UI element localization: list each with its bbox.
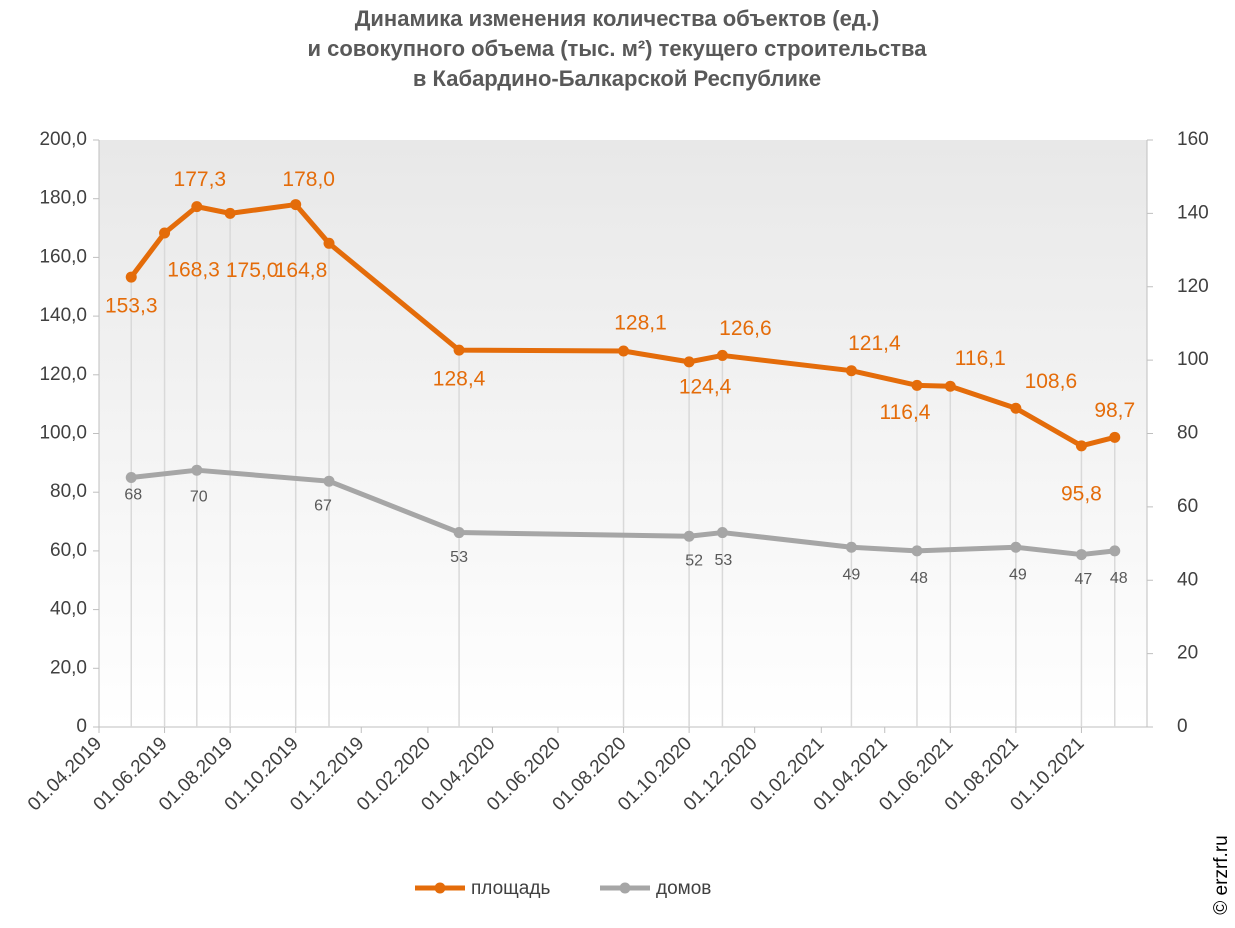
y2-tick-label: 80 xyxy=(1177,423,1198,444)
data-label: 164,8 xyxy=(275,259,328,282)
point xyxy=(453,344,465,356)
data-label: 124,4 xyxy=(679,375,732,398)
data-label: 47 xyxy=(1075,571,1093,588)
point xyxy=(125,472,137,484)
point xyxy=(290,199,302,211)
point xyxy=(191,201,203,213)
point xyxy=(453,527,465,539)
point xyxy=(1010,541,1022,553)
data-label: 48 xyxy=(1110,570,1128,587)
point xyxy=(716,527,728,539)
data-label: 153,3 xyxy=(105,295,158,318)
y2-tick-label: 120 xyxy=(1177,276,1209,297)
y-tick-label: 180,0 xyxy=(39,188,87,209)
y2-tick-label: 20 xyxy=(1177,643,1198,664)
data-label: 53 xyxy=(450,549,468,566)
data-label: 178,0 xyxy=(282,168,335,191)
y2-tick-label: 60 xyxy=(1177,496,1198,517)
data-label: 49 xyxy=(1009,566,1027,583)
point xyxy=(716,349,728,361)
data-label: 116,1 xyxy=(955,347,1006,370)
y2-tick-label: 140 xyxy=(1177,202,1209,223)
data-label: 68 xyxy=(124,487,142,504)
source: © erzrf.ru xyxy=(1211,835,1232,914)
legend-marker xyxy=(619,882,631,894)
point xyxy=(1075,549,1087,561)
data-label: 49 xyxy=(843,566,861,583)
y2-tick-label: 100 xyxy=(1177,349,1209,370)
y2-tick-label: 40 xyxy=(1177,569,1198,590)
point xyxy=(1109,545,1121,557)
data-label: 177,3 xyxy=(174,168,227,191)
data-label: 70 xyxy=(190,488,208,505)
data-label: 67 xyxy=(314,497,332,514)
point xyxy=(323,475,335,487)
point xyxy=(159,227,171,239)
chart-title: и совокупного объема (тыс. м²) текущего … xyxy=(308,36,928,61)
data-label: 121,4 xyxy=(848,332,901,355)
data-label: 128,1 xyxy=(614,312,667,335)
point xyxy=(1075,440,1087,452)
data-label: 116,4 xyxy=(879,401,930,424)
point xyxy=(224,207,236,219)
data-label: 175,0 xyxy=(226,259,279,282)
point xyxy=(944,380,956,392)
point xyxy=(911,379,923,391)
y-tick-label: 40,0 xyxy=(50,599,87,620)
legend-label: домов xyxy=(656,878,711,899)
point xyxy=(845,541,857,553)
data-label: 95,8 xyxy=(1061,482,1102,505)
y-tick-label: 140,0 xyxy=(39,305,87,326)
data-label: 108,6 xyxy=(1025,370,1078,393)
point xyxy=(125,271,137,283)
point xyxy=(1010,402,1022,414)
data-label: 48 xyxy=(910,570,928,587)
chart-title: в Кабардино-Балкарской Республике xyxy=(413,66,821,91)
y-tick-label: 200,0 xyxy=(39,129,87,150)
point xyxy=(911,545,923,557)
y-tick-label: 120,0 xyxy=(39,364,87,385)
point xyxy=(1109,431,1121,443)
y-tick-label: 80,0 xyxy=(50,481,87,502)
point xyxy=(845,365,857,377)
point xyxy=(683,530,695,542)
point xyxy=(323,237,335,249)
y2-tick-label: 0 xyxy=(1177,716,1188,737)
point xyxy=(683,356,695,368)
point xyxy=(191,464,203,476)
series-line xyxy=(129,202,1116,449)
data-label: 53 xyxy=(715,552,733,569)
data-label: 168,3 xyxy=(167,259,220,282)
y-tick-label: 0 xyxy=(76,716,87,737)
y2-tick-label: 160 xyxy=(1177,129,1209,150)
legend-label: площадь xyxy=(471,878,550,899)
y-tick-label: 60,0 xyxy=(50,540,87,561)
data-label: 126,6 xyxy=(719,317,772,340)
y-tick-label: 100,0 xyxy=(39,423,87,444)
y-tick-label: 20,0 xyxy=(50,657,87,678)
data-label: 98,7 xyxy=(1094,399,1135,422)
y-tick-label: 160,0 xyxy=(39,246,87,267)
chart-title: Динамика изменения количества объектов (… xyxy=(355,6,880,31)
data-label: 128,4 xyxy=(433,368,486,391)
legend-marker xyxy=(434,882,446,894)
point xyxy=(618,345,630,357)
data-label: 52 xyxy=(685,552,703,569)
